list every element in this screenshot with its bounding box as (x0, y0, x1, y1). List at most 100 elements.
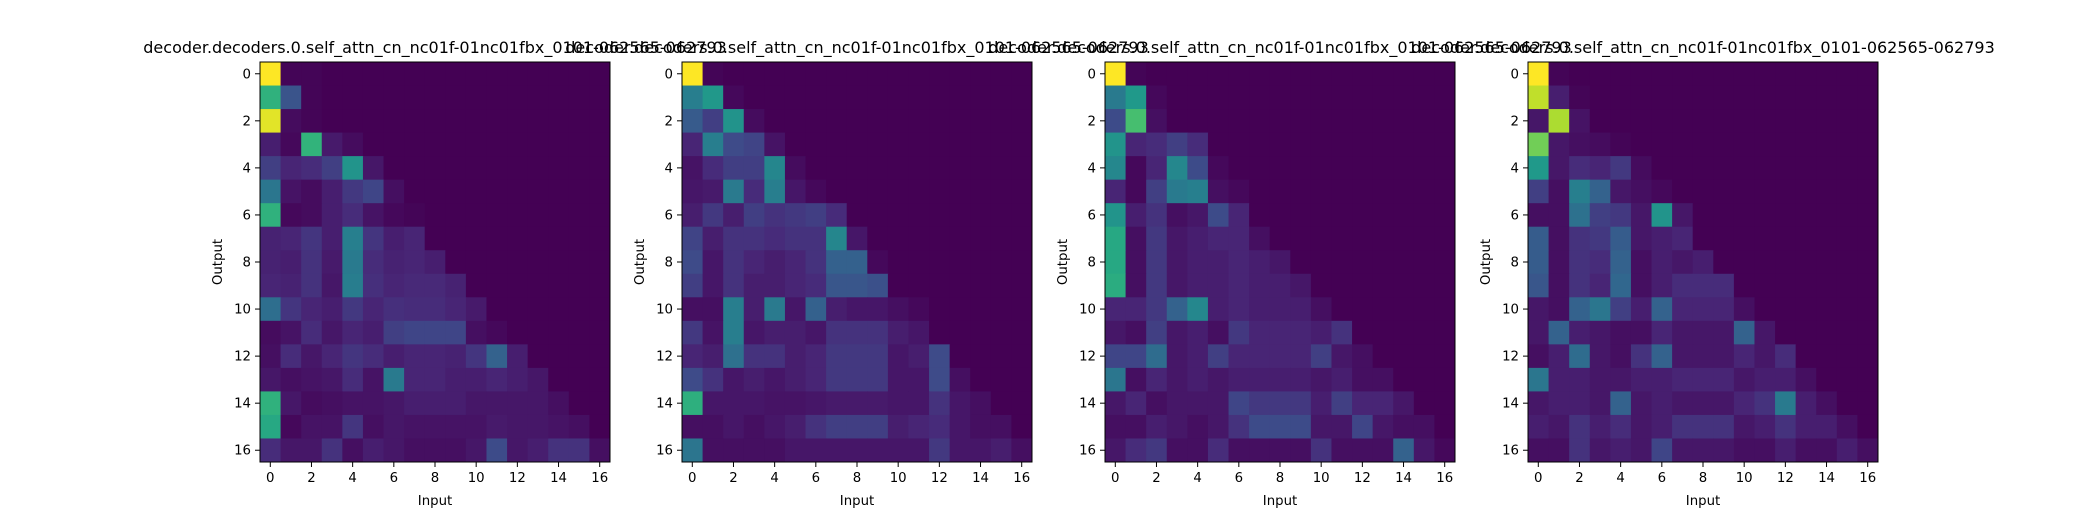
heatmap-cell (1187, 344, 1209, 369)
heatmap-cell (1528, 438, 1550, 463)
heatmap-cell (1672, 226, 1694, 251)
y-tick-label: 4 (1088, 161, 1096, 176)
heatmap-cell (1249, 226, 1271, 251)
heatmap-cell (764, 438, 786, 463)
heatmap-cell (949, 85, 971, 110)
heatmap-cell (867, 156, 889, 181)
heatmap-cell (1105, 391, 1127, 416)
heatmap-cell (1651, 297, 1673, 322)
heatmap-cell (445, 367, 467, 392)
heatmap-cell (1692, 179, 1714, 204)
heatmap-cell (723, 273, 745, 298)
heatmap-cell (589, 273, 611, 298)
heatmap-cell (527, 391, 549, 416)
heatmap-cell (1589, 156, 1611, 181)
heatmap-cell (548, 414, 570, 439)
heatmap-cell (568, 273, 590, 298)
heatmap-cell (321, 367, 343, 392)
heatmap-cell (1352, 414, 1374, 439)
heatmap-cell (784, 344, 807, 369)
heatmap-cell (568, 62, 590, 87)
heatmap-cell (445, 344, 467, 369)
heatmap-cell (1733, 62, 1755, 87)
x-tick-label: 4 (348, 471, 356, 486)
heatmap-cell (1146, 109, 1168, 134)
heatmap-cell (805, 203, 827, 228)
heatmap-cell (1105, 344, 1127, 369)
heatmap-cell (1011, 109, 1033, 134)
heatmap-cell (970, 132, 992, 157)
heatmap-cell (1331, 367, 1353, 392)
heatmap-cell (1692, 344, 1714, 369)
heatmap-cell (1733, 438, 1755, 463)
heatmap-cell (1733, 344, 1755, 369)
y-tick-label: 0 (665, 67, 673, 82)
heatmap-cell (1569, 414, 1591, 439)
heatmap-cell (1713, 85, 1735, 110)
heatmap-cell (1548, 109, 1570, 134)
y-tick-label: 16 (656, 444, 673, 459)
heatmap-cell (1630, 132, 1653, 157)
heatmap-cell (1528, 320, 1550, 345)
heatmap-cell (784, 179, 807, 204)
heatmap-cell (929, 85, 951, 110)
heatmap-cell (867, 132, 889, 157)
heatmap-cell (1610, 367, 1632, 392)
heatmap-cell (1352, 62, 1374, 87)
heatmap-cell (1589, 344, 1611, 369)
heatmap-cell (1775, 391, 1797, 416)
heatmap-cell (1146, 85, 1168, 110)
heatmap-cell (465, 132, 487, 157)
heatmap-cell (445, 297, 467, 322)
heatmap-cell (1290, 297, 1312, 322)
heatmap-cell (1434, 391, 1456, 416)
y-tick-label: 2 (665, 114, 673, 129)
heatmap-cell (445, 226, 467, 251)
heatmap-cell (445, 391, 467, 416)
heatmap-cell (949, 109, 971, 134)
heatmap-cell (568, 85, 590, 110)
heatmap-cell (1269, 85, 1291, 110)
y-tick-label: 4 (1511, 161, 1519, 176)
heatmap-cell (507, 62, 529, 87)
heatmap-cell (1269, 344, 1291, 369)
heatmap-cell (1528, 391, 1550, 416)
heatmap-cell (929, 414, 951, 439)
heatmap-cell (1672, 156, 1694, 181)
heatmap-cell (1011, 132, 1033, 157)
heatmap-cell (383, 132, 405, 157)
heatmap-cell (887, 297, 909, 322)
heatmap-cell (1228, 297, 1250, 322)
heatmap-cell (949, 414, 971, 439)
heatmap-cell (404, 203, 426, 228)
heatmap-cell (702, 62, 724, 87)
heatmap-cell (826, 344, 848, 369)
heatmap-cell (1610, 85, 1632, 110)
heatmap-panel-4: decoder.decoders.0.self_attn_cn_nc01f-01… (1411, 38, 1994, 509)
heatmap-cell (743, 179, 765, 204)
heatmap-cell (445, 250, 467, 275)
heatmap-cell (846, 62, 868, 87)
heatmap-cell (805, 438, 827, 463)
heatmap-cell (589, 250, 611, 275)
heatmap-cell (1011, 344, 1033, 369)
y-tick-label: 2 (243, 114, 251, 129)
heatmap-cell (805, 226, 827, 251)
heatmap-cell (1290, 62, 1312, 87)
heatmap-cell (1105, 85, 1127, 110)
heatmap-cell (1651, 344, 1673, 369)
heatmap-cell (1413, 62, 1435, 87)
heatmap-cell (887, 320, 909, 345)
heatmap-cell (764, 109, 786, 134)
heatmap-cell (1228, 438, 1250, 463)
heatmap-cell (527, 179, 549, 204)
heatmap-cell (1413, 367, 1435, 392)
x-tick-label: 6 (1235, 471, 1243, 486)
heatmap-cell (1310, 85, 1332, 110)
heatmap-cell (260, 391, 282, 416)
heatmap-cell (1269, 132, 1291, 157)
heatmap-cell (486, 109, 508, 134)
panel-2-cells (682, 62, 1033, 463)
heatmap-cell (383, 367, 405, 392)
heatmap-cell (1733, 297, 1755, 322)
